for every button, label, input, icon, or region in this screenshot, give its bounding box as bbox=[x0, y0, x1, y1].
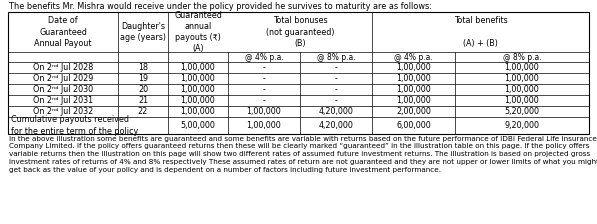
Text: 18: 18 bbox=[138, 63, 148, 72]
Text: 20: 20 bbox=[138, 85, 148, 94]
Text: 6,00,000: 6,00,000 bbox=[396, 121, 431, 130]
Text: On 2ⁿᵈ Jul 2032: On 2ⁿᵈ Jul 2032 bbox=[33, 107, 93, 116]
Text: 1,00,000: 1,00,000 bbox=[396, 63, 431, 72]
Text: On 2ⁿᵈ Jul 2030: On 2ⁿᵈ Jul 2030 bbox=[33, 85, 93, 94]
Text: 22: 22 bbox=[138, 107, 148, 116]
Text: 1,00,000: 1,00,000 bbox=[247, 107, 281, 116]
Text: 1,00,000: 1,00,000 bbox=[181, 85, 216, 94]
Text: On 2ⁿᵈ Jul 2029: On 2ⁿᵈ Jul 2029 bbox=[33, 74, 93, 83]
Text: Daughter's
age (years): Daughter's age (years) bbox=[120, 22, 166, 42]
Text: -: - bbox=[334, 85, 337, 94]
Text: -: - bbox=[334, 74, 337, 83]
Text: 1,00,000: 1,00,000 bbox=[504, 85, 539, 94]
Text: 9,20,000: 9,20,000 bbox=[504, 121, 540, 130]
Text: Cumulative payouts received
for the entire term of the policy: Cumulative payouts received for the enti… bbox=[11, 115, 139, 136]
Text: @ 8% p.a.: @ 8% p.a. bbox=[503, 52, 541, 62]
Text: Date of
Guaranteed
Annual Payout: Date of Guaranteed Annual Payout bbox=[34, 16, 92, 48]
Text: 1,00,000: 1,00,000 bbox=[396, 85, 431, 94]
Text: -: - bbox=[263, 96, 266, 105]
Text: 1,00,000: 1,00,000 bbox=[181, 74, 216, 83]
Text: 2,00,000: 2,00,000 bbox=[396, 107, 431, 116]
Text: Total bonuses
(not guaranteed)
(B): Total bonuses (not guaranteed) (B) bbox=[266, 16, 334, 48]
Text: 1,00,000: 1,00,000 bbox=[181, 107, 216, 116]
Text: -: - bbox=[263, 63, 266, 72]
Text: 1,00,000: 1,00,000 bbox=[181, 63, 216, 72]
Text: -: - bbox=[334, 63, 337, 72]
Text: 1,00,000: 1,00,000 bbox=[504, 96, 539, 105]
Text: 19: 19 bbox=[138, 74, 148, 83]
Bar bbox=[8, 12, 589, 134]
Text: In the above illustration some benefits are guaranteed and some benefits are var: In the above illustration some benefits … bbox=[9, 136, 597, 172]
Text: On 2ⁿᵈ Jul 2031: On 2ⁿᵈ Jul 2031 bbox=[33, 96, 93, 105]
Text: The benefits Mr. Mishra would receive under the policy provided he survives to m: The benefits Mr. Mishra would receive un… bbox=[9, 2, 432, 11]
Text: @ 4% p.a.: @ 4% p.a. bbox=[394, 52, 433, 62]
Text: 4,20,000: 4,20,000 bbox=[319, 121, 353, 130]
Text: On 2ⁿᵈ Jul 2028: On 2ⁿᵈ Jul 2028 bbox=[33, 63, 93, 72]
Text: 5,00,000: 5,00,000 bbox=[180, 121, 216, 130]
Text: -: - bbox=[263, 85, 266, 94]
Text: 1,00,000: 1,00,000 bbox=[181, 96, 216, 105]
Text: 4,20,000: 4,20,000 bbox=[319, 107, 353, 116]
Text: 1,00,000: 1,00,000 bbox=[247, 121, 281, 130]
Text: 21: 21 bbox=[138, 96, 148, 105]
Text: -: - bbox=[263, 74, 266, 83]
Text: @ 8% p.a.: @ 8% p.a. bbox=[316, 52, 355, 62]
Text: -: - bbox=[334, 96, 337, 105]
Text: Guaranteed
annual
payouts (₹)
(A): Guaranteed annual payouts (₹) (A) bbox=[174, 11, 222, 53]
Text: 5,20,000: 5,20,000 bbox=[504, 107, 540, 116]
Text: Total benefits

(A) + (B): Total benefits (A) + (B) bbox=[454, 16, 507, 48]
Text: @ 4% p.a.: @ 4% p.a. bbox=[245, 52, 284, 62]
Text: 1,00,000: 1,00,000 bbox=[396, 96, 431, 105]
Text: 1,00,000: 1,00,000 bbox=[396, 74, 431, 83]
Text: 1,00,000: 1,00,000 bbox=[504, 63, 539, 72]
Text: 1,00,000: 1,00,000 bbox=[504, 74, 539, 83]
